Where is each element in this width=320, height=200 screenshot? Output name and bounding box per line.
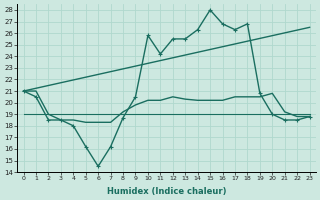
X-axis label: Humidex (Indice chaleur): Humidex (Indice chaleur) bbox=[107, 187, 226, 196]
